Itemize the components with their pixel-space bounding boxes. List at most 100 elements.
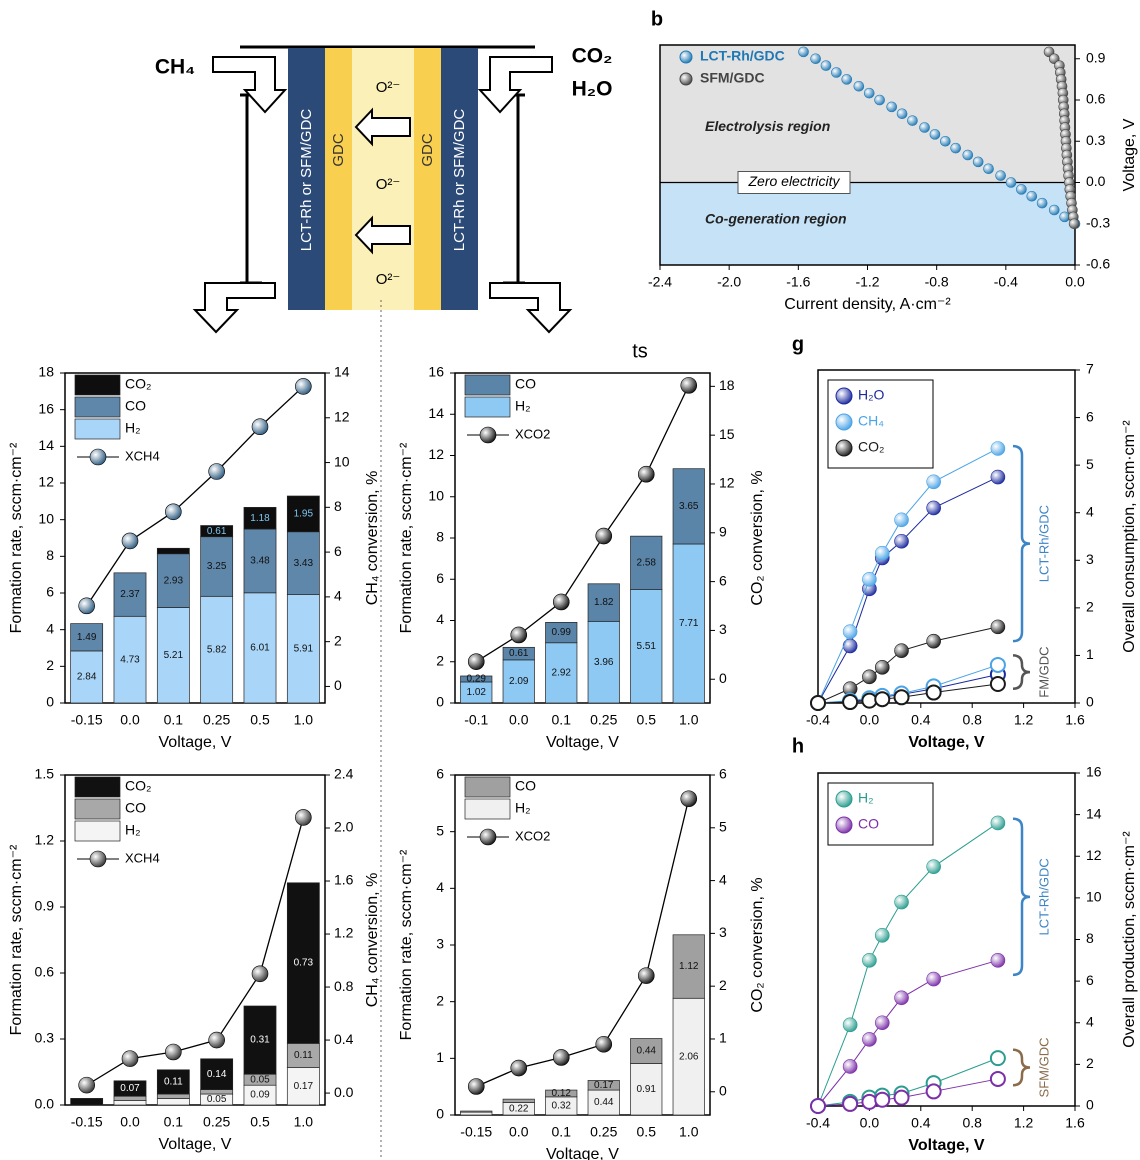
y2-tick-label: 4 xyxy=(334,588,342,604)
legend-swatch xyxy=(464,798,511,820)
data-point xyxy=(989,1050,1006,1067)
bar-segment xyxy=(200,525,234,538)
data-point xyxy=(810,695,826,711)
bracket-label: FM/GDC xyxy=(1036,646,1051,697)
y2-tick-label: 2 xyxy=(719,977,727,993)
bar-segment xyxy=(460,1110,493,1113)
bar-segment xyxy=(113,1100,147,1106)
y2-tick-label: 0.4 xyxy=(334,1031,354,1047)
data-point xyxy=(989,656,1006,673)
y2-tick-label: 0.8 xyxy=(334,978,354,994)
legend-marker xyxy=(479,828,497,846)
bar-value-label: 2.06 xyxy=(679,1051,699,1062)
data-point xyxy=(989,675,1006,692)
y2-tick-label: 1.6 xyxy=(334,872,354,888)
bar-segment xyxy=(672,468,705,545)
bar-value-label: 7.71 xyxy=(679,618,699,629)
ion-label: O²⁻ xyxy=(376,79,401,96)
y-tick-label: 18 xyxy=(38,364,54,380)
x-tick-label: 1.6 xyxy=(1065,712,1085,728)
bar-value-label: 0.29 xyxy=(467,674,487,685)
bar-value-label: 0.61 xyxy=(207,526,227,537)
conversion-point xyxy=(165,503,182,521)
bar-value-label: 3.65 xyxy=(679,501,699,512)
y-tick-label: 16 xyxy=(38,400,54,416)
panel-label: ts xyxy=(632,340,648,362)
data-point xyxy=(950,142,961,154)
bar-value-label: 0.44 xyxy=(594,1097,614,1108)
y2-tick-label: 0 xyxy=(719,670,727,686)
panel-label: b xyxy=(651,8,663,30)
bar-segment xyxy=(587,1080,620,1091)
bar-value-label: 6.01 xyxy=(250,643,270,654)
data-point xyxy=(862,1032,877,1047)
x-tick-label: 0.0 xyxy=(1065,274,1085,290)
bar-segment xyxy=(286,594,320,704)
y-tick-label: 4 xyxy=(436,611,444,627)
electrode-layer xyxy=(441,48,478,310)
bar-segment xyxy=(460,1111,493,1116)
y-tick-label: 10 xyxy=(1086,889,1102,905)
data-point xyxy=(1005,177,1017,188)
y-axis-label: Overall production, sccm·cm⁻² xyxy=(1121,831,1138,1048)
gdc-layer xyxy=(414,48,441,310)
conversion-point xyxy=(78,597,95,615)
y2-tick-label: 5 xyxy=(719,818,727,834)
y2-axis-label: CO₂ conversion, % xyxy=(749,877,766,1012)
y-tick-label: 0 xyxy=(1086,694,1094,710)
x-tick-label: 1.2 xyxy=(1014,1115,1034,1131)
data-point xyxy=(990,953,1006,968)
bar-segment xyxy=(587,583,620,622)
y2-tick-label: 6 xyxy=(719,766,727,782)
conversion-point xyxy=(251,418,269,436)
y-tick-label: 1 xyxy=(436,1049,444,1065)
bar-value-label: 2.09 xyxy=(509,676,529,687)
y-tick-label: 1 xyxy=(1086,646,1094,662)
x-tick-label: -0.1 xyxy=(464,712,488,728)
data-point xyxy=(874,691,891,708)
x-axis-label: Voltage, V xyxy=(908,1137,984,1154)
gas-label: CO₂ xyxy=(572,45,613,68)
x-tick-label: -0.4 xyxy=(806,712,830,728)
conversion-line xyxy=(86,385,304,607)
x-axis-label: Voltage, V xyxy=(159,734,232,751)
x-tick-label: 1.0 xyxy=(294,712,314,728)
x-tick-label: 0.5 xyxy=(637,1124,657,1140)
y-tick-label: 2 xyxy=(1086,599,1094,615)
x-tick-label: -2.4 xyxy=(648,274,672,290)
y2-tick-label: 2.4 xyxy=(334,766,354,782)
y-tick-label: 10 xyxy=(38,510,54,526)
conversion-line xyxy=(86,817,304,1086)
y-tick-label: 0.9 xyxy=(35,898,55,914)
legend-marker xyxy=(479,426,497,444)
y-tick-label: 10 xyxy=(428,487,444,503)
y-tick-label: 6 xyxy=(46,584,54,600)
y-tick-label: 4 xyxy=(1086,1013,1094,1029)
bracket xyxy=(1012,654,1031,690)
bar-value-label: 0.32 xyxy=(552,1101,572,1112)
y2-tick-label: 0 xyxy=(334,677,342,693)
x-tick-label: 0.0 xyxy=(120,712,140,728)
bar-segment xyxy=(200,536,234,597)
legend-label: CO xyxy=(858,816,879,832)
legend-label: CO₂ xyxy=(125,778,151,794)
bar-value-label: 0.05 xyxy=(250,1074,270,1085)
bar-value-label: 0.31 xyxy=(250,1035,270,1046)
y-tick-label: 2 xyxy=(436,992,444,1008)
data-point xyxy=(926,859,941,874)
bar-value-label: 2.84 xyxy=(77,672,97,683)
data-point xyxy=(894,512,909,528)
bar-value-label: 0.14 xyxy=(207,1069,227,1080)
reference-label-box xyxy=(737,171,851,194)
y-axis-label: Formation rate, sccm·cm⁻² xyxy=(8,442,25,633)
data-point xyxy=(995,170,1006,181)
data-point xyxy=(810,53,821,65)
bar-segment xyxy=(286,882,320,1044)
data-point xyxy=(874,1091,891,1108)
y-axis-label: Overall consumption, sccm·cm⁻² xyxy=(1121,420,1138,653)
bar-segment xyxy=(545,642,578,704)
x-tick-label: 0.5 xyxy=(250,712,270,728)
data-point xyxy=(810,1098,826,1114)
y2-tick-label: 2 xyxy=(334,632,342,648)
y-tick-label: 8 xyxy=(1086,930,1094,946)
